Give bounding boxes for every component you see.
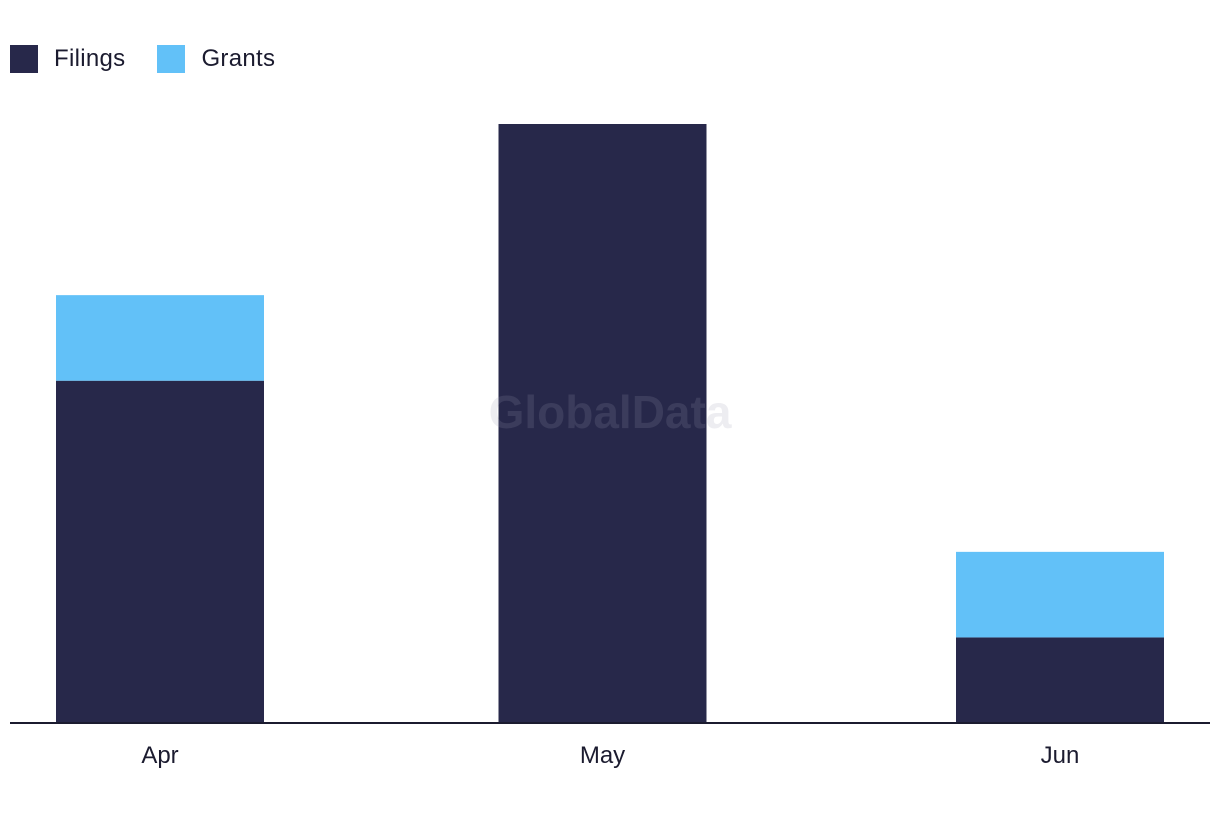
bars-group [56,124,1164,723]
x-tick-labels: Apr May Jun [141,742,1079,769]
legend-label-grants: Grants [201,45,276,72]
legend-swatch-filings [10,45,38,73]
x-tick-label-may: May [580,742,625,769]
watermark: GlobalData [489,386,732,438]
legend-item-filings: Filings [10,45,125,73]
legend-swatch-grants [157,45,186,73]
x-tick-label-apr: Apr [141,742,178,769]
x-tick-label-jun: Jun [1041,742,1080,769]
bar-filings-jun [956,637,1164,723]
legend-item-grants: Grants [157,45,275,73]
bar-grants-jun [956,551,1164,638]
legend-label-filings: Filings [54,45,126,72]
legend: Filings Grants [10,44,307,74]
bar-filings-apr [56,380,264,723]
bar-grants-apr [56,295,264,381]
bar-filings-may [498,124,707,723]
